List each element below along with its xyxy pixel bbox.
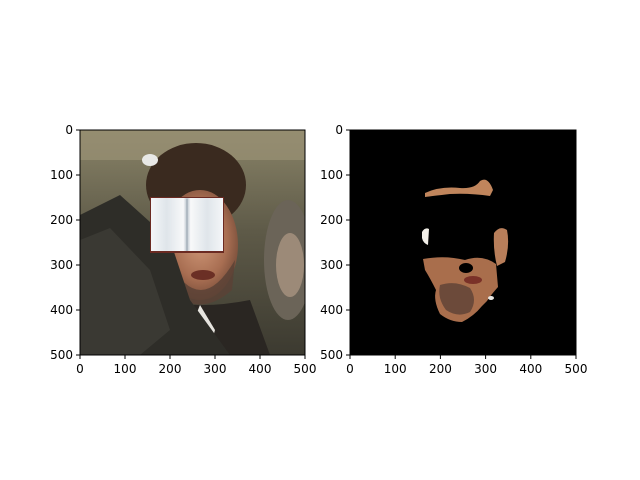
right-xtick-label: 300 <box>474 362 497 376</box>
left-ytick-label: 0 <box>65 123 73 137</box>
left-ytick-label: 300 <box>50 258 73 272</box>
right-ytick-label: 200 <box>320 213 343 227</box>
left-xtick-label: 300 <box>204 362 227 376</box>
right-ytick-label: 0 <box>335 123 343 137</box>
right-xtick-label: 400 <box>519 362 542 376</box>
right-xtick-label: 100 <box>384 362 407 376</box>
left-xtick-label: 500 <box>294 362 317 376</box>
left-xtick-label: 200 <box>159 362 182 376</box>
skin-mask-image <box>350 130 576 355</box>
left-ytick-label: 500 <box>50 348 73 362</box>
right-axes-frame <box>349 129 577 356</box>
right-xtick-label: 500 <box>565 362 588 376</box>
left-xtick-label: 400 <box>249 362 272 376</box>
left-xtick-label: 100 <box>114 362 137 376</box>
left-axes-frame <box>79 129 306 356</box>
right-xtick-label: 200 <box>429 362 452 376</box>
right-ytick-label: 100 <box>320 168 343 182</box>
right-ytick-label: 300 <box>320 258 343 272</box>
right-ytick-label: 400 <box>320 303 343 317</box>
left-ytick-label: 200 <box>50 213 73 227</box>
left-ytick-label: 100 <box>50 168 73 182</box>
left-xtick-label: 0 <box>76 362 84 376</box>
left-ytick-label: 400 <box>50 303 73 317</box>
photo-image <box>80 130 305 355</box>
right-ytick-label: 500 <box>320 348 343 362</box>
right-xtick-label: 0 <box>346 362 354 376</box>
